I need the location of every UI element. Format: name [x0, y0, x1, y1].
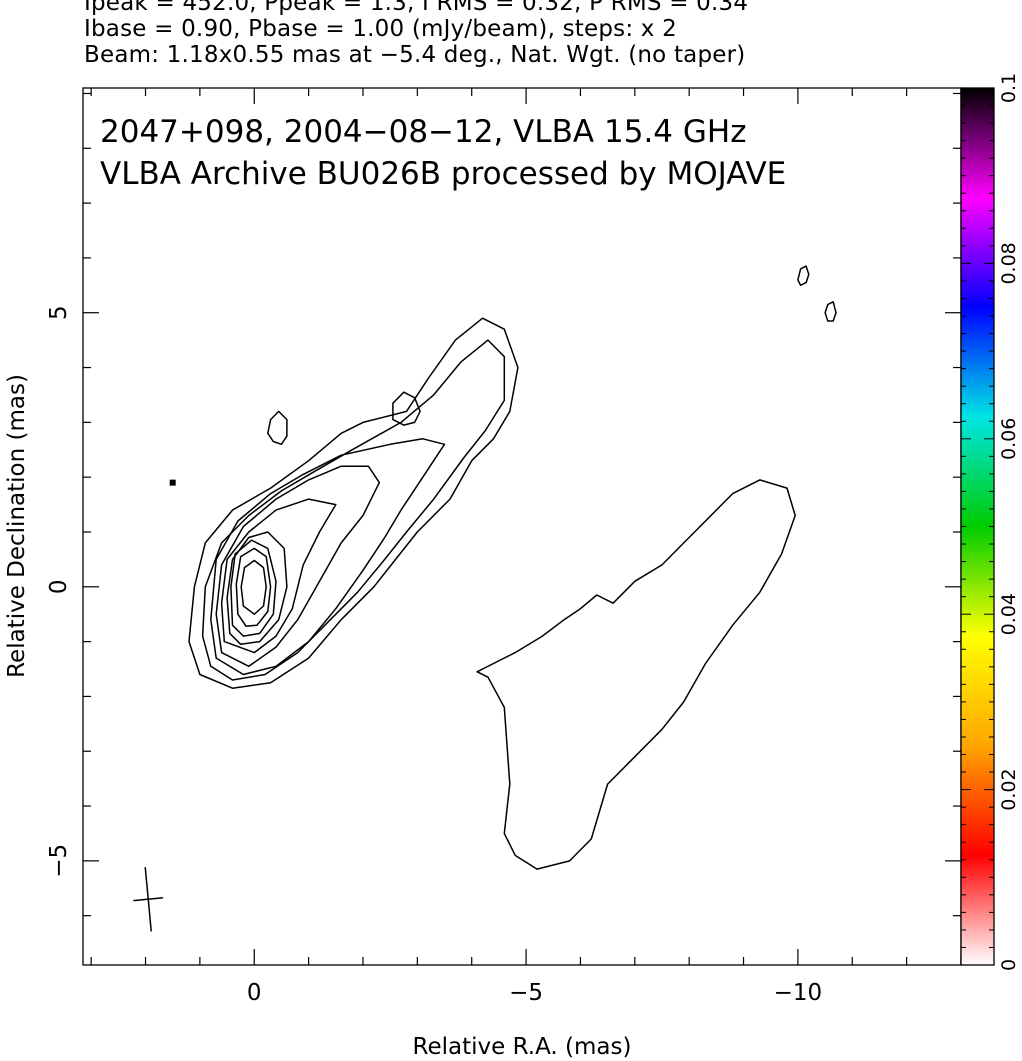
colorbar-tick-label: 0: [998, 959, 1020, 971]
contour-level-1: [797, 265, 810, 287]
x-tick-label: 0: [247, 980, 262, 1006]
axis-ticks: 0 −5 −10 −5 0 5: [46, 88, 962, 1006]
contour-level-1: [188, 317, 519, 689]
colorbar-tick-label: 0.1: [998, 73, 1020, 103]
y-tick-label: 5: [46, 305, 72, 320]
contour-level-1: [824, 301, 837, 322]
contour-level-4: [210, 438, 446, 676]
header-line-2: Ibase = 0.90, Pbase = 1.00 (mJy/beam), s…: [84, 16, 677, 42]
y-tick-label: 0: [46, 579, 72, 594]
contour-level-1: [392, 391, 421, 426]
y-axis-label: Relative Declination (mas): [4, 374, 30, 678]
x-tick-label: −5: [509, 980, 543, 1006]
contour-level-128: [235, 547, 272, 628]
colorbar-tick-label: 0.04: [998, 593, 1020, 635]
y-tick-label: −5: [46, 844, 72, 878]
plot-title-line-1: 2047+098, 2004−08−12, VLBA 15.4 GHz: [100, 114, 746, 150]
colorbar-tick-label: 0.08: [998, 242, 1020, 284]
contour-level-8: [215, 465, 381, 668]
x-axis-label: Relative R.A. (mas): [413, 1034, 632, 1060]
colorbar-tick-label: 0.02: [998, 768, 1020, 810]
colorbar-ticks: 0 0.02 0.04 0.06 0.08 0.1: [961, 73, 1020, 971]
plot-frame: [82, 87, 962, 966]
colorbar-tick-label: 0.06: [998, 418, 1020, 460]
beam-minor-axis: [133, 897, 164, 902]
contour-level-2: [201, 339, 506, 681]
contour-level-16: [220, 498, 337, 654]
contour-level-64: [230, 539, 277, 637]
contour-level-256: [240, 559, 267, 615]
header-line-3: Beam: 1.18x0.55 mas at −5.4 deg., Nat. W…: [84, 42, 746, 68]
peak-marker: [169, 479, 176, 486]
colorbar: [960, 87, 995, 966]
header-line-1: Ipeak = 452.0, Ppeak = 1.3, I RMS = 0.32…: [84, 0, 749, 16]
contour-level-1: [476, 479, 796, 870]
contour-level-32: [226, 531, 288, 646]
plot-title-line-2: VLBA Archive BU026B processed by MOJAVE: [100, 156, 786, 192]
x-tick-label: −10: [774, 980, 823, 1006]
contour-layer: [133, 265, 837, 932]
contour-level-1: [267, 410, 288, 446]
